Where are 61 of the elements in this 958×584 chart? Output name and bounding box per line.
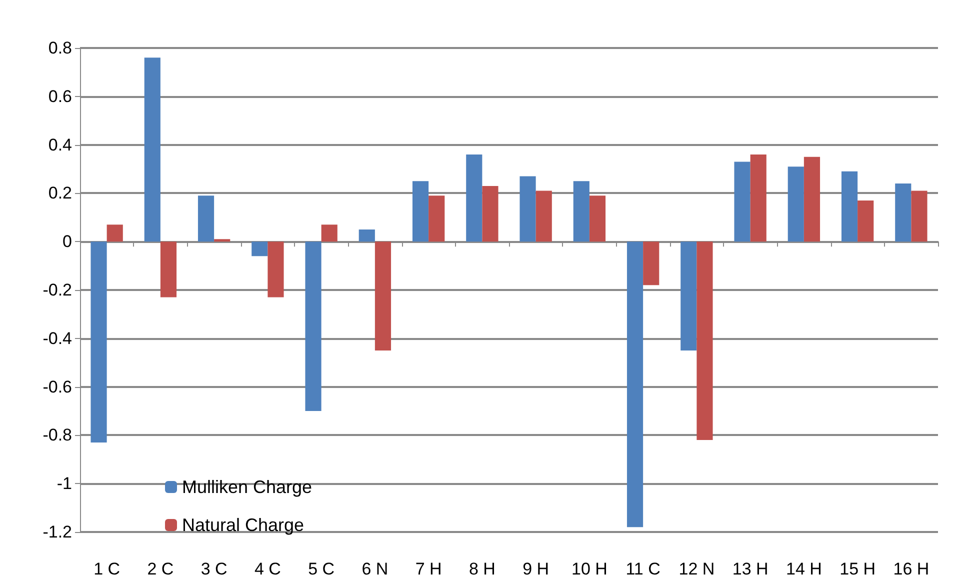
x-tick-label: 4 C	[254, 560, 281, 578]
y-tick-label: 0.6	[48, 86, 72, 106]
x-tick-label: 12 N	[678, 560, 715, 578]
x-tick-label: 14 H	[786, 560, 822, 578]
bar	[841, 171, 858, 242]
bar	[788, 166, 804, 242]
legend-label: Mulliken Charge	[182, 477, 312, 497]
bar	[750, 154, 766, 242]
bar	[734, 162, 750, 242]
bar	[428, 196, 445, 242]
x-tick-label: 10 H	[571, 560, 608, 578]
bar	[268, 242, 284, 298]
bar	[160, 242, 177, 298]
y-tick-label: -0.4	[42, 328, 72, 348]
x-tick-label: 11 C	[626, 560, 660, 578]
y-tick-label: -0.8	[42, 426, 72, 445]
bar	[466, 154, 482, 242]
y-tick-label: 0.8	[48, 38, 72, 58]
x-tick-label: 7 H	[415, 560, 442, 578]
bar	[374, 242, 392, 350]
x-tick-label: 13 H	[732, 560, 768, 578]
x-tick-label: 9 H	[522, 560, 550, 578]
x-tick-label: 15 H	[840, 560, 876, 578]
x-tick-label: 8 H	[468, 560, 496, 578]
y-tick-label: -0.2	[42, 280, 72, 300]
y-tick-label: -0.6	[42, 377, 72, 396]
x-tick-label: 6 N	[362, 560, 388, 578]
bar	[144, 58, 160, 242]
legend-label: Natural Charge	[182, 515, 304, 535]
bar	[252, 242, 268, 256]
bar	[358, 230, 375, 242]
bar	[643, 242, 660, 286]
y-tick-label: 0.2	[48, 184, 72, 203]
y-tick-label: -1	[56, 474, 72, 494]
bar	[305, 242, 322, 411]
bar	[106, 224, 123, 242]
y-tick-label: 0.4	[48, 135, 72, 154]
bar	[696, 242, 713, 440]
bar	[198, 196, 214, 242]
bar	[321, 224, 338, 242]
bar	[589, 196, 606, 242]
bar	[482, 186, 498, 242]
bar	[858, 200, 874, 242]
x-tick-label: 16 H	[893, 560, 930, 578]
y-tick-label: -1.2	[42, 522, 72, 542]
bar	[520, 176, 536, 242]
x-tick-label: 2 C	[147, 560, 174, 578]
bar	[573, 181, 590, 242]
bar	[536, 190, 552, 242]
y-tick-label: 0	[62, 232, 72, 252]
bar	[911, 190, 928, 242]
bar	[895, 184, 912, 242]
bar	[90, 242, 107, 442]
bar	[214, 239, 230, 242]
x-tick-label: 1 C	[94, 560, 120, 578]
bar	[680, 242, 697, 350]
bar	[804, 156, 820, 242]
x-tick-label: 5 C	[308, 560, 335, 578]
bar	[626, 242, 644, 528]
x-tick-label: 3 C	[200, 560, 228, 578]
bar	[412, 181, 429, 242]
